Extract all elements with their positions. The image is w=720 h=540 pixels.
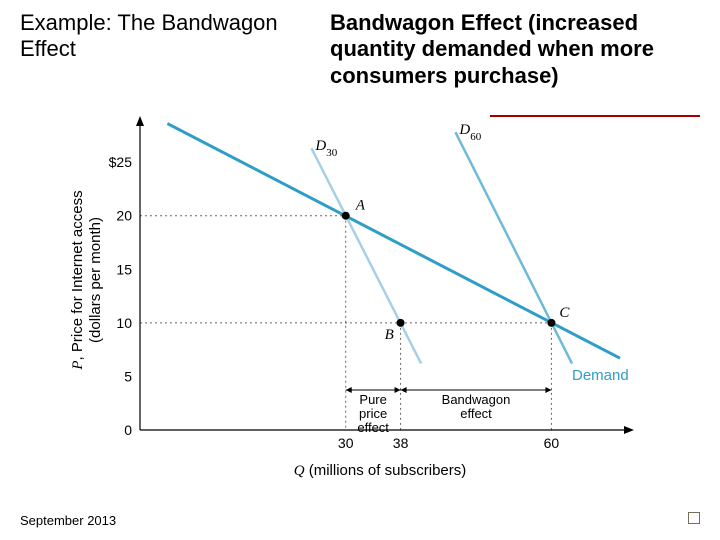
svg-text:(dollars per month): (dollars per month): [87, 217, 104, 343]
svg-text:15: 15: [116, 261, 132, 277]
svg-text:effect: effect: [460, 406, 492, 421]
svg-text:20: 20: [116, 208, 132, 224]
svg-text:D60: D60: [458, 122, 481, 143]
svg-text:10: 10: [116, 315, 132, 331]
svg-text:Pure: Pure: [359, 392, 386, 407]
svg-text:60: 60: [544, 435, 560, 451]
svg-text:30: 30: [338, 435, 354, 451]
svg-text:Demand: Demand: [572, 367, 629, 384]
svg-text:price: price: [359, 406, 387, 421]
svg-text:A: A: [355, 198, 366, 214]
svg-text:38: 38: [393, 435, 409, 451]
svg-text:Bandwagon: Bandwagon: [442, 392, 511, 407]
header-left-title: Example: The Bandwagon Effect: [20, 10, 280, 63]
svg-text:Q (millions of subscribers): Q (millions of subscribers): [294, 462, 467, 479]
svg-text:D30: D30: [314, 138, 337, 159]
footer-box-icon: [688, 512, 700, 524]
svg-text:C: C: [559, 305, 570, 321]
footer-date: September 2013: [20, 513, 116, 528]
svg-text:5: 5: [124, 368, 132, 384]
bandwagon-chart: 0 5 10 15 20 $25 30 38 60 A B C D30 D60 Demand Purepric…: [60, 110, 660, 490]
svg-text:B: B: [385, 327, 394, 343]
svg-text:effect: effect: [357, 420, 389, 435]
svg-text:$25: $25: [109, 154, 133, 170]
header-right-title: Bandwagon Effect (increased quantity dem…: [330, 10, 700, 89]
svg-text:0: 0: [124, 422, 132, 438]
svg-text:P, Price for Internet access: P, Price for Internet access: [69, 190, 86, 370]
